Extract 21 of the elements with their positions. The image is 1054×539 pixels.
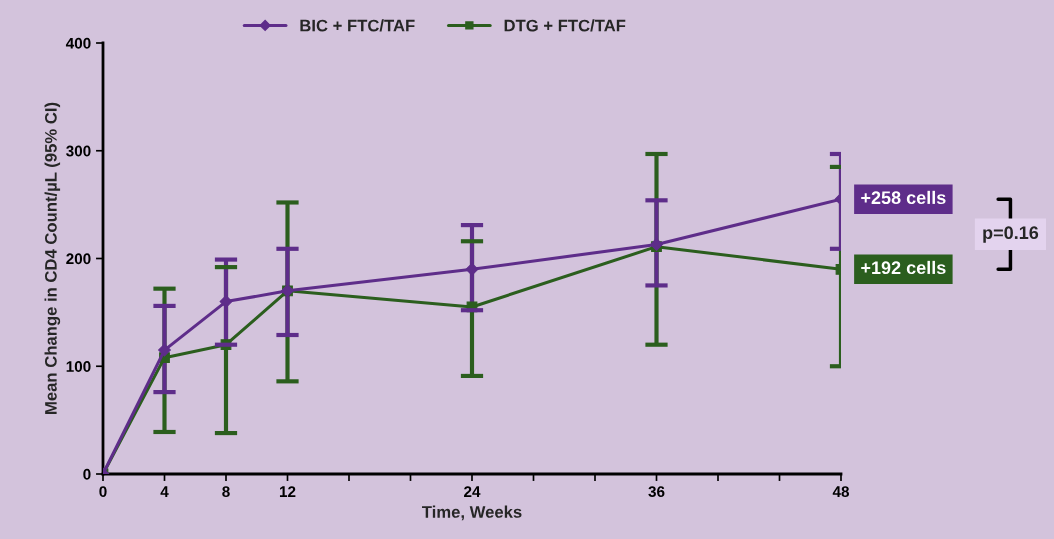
y-tick-label: 200	[66, 253, 91, 265]
x-tick-label: 8	[222, 486, 230, 498]
y-tick-label: 300	[66, 145, 91, 157]
x-tick-label: 12	[279, 486, 296, 497]
x-tick-label: 36	[648, 486, 665, 498]
legend-label: DTG + FTC/TAF	[504, 19, 626, 32]
legend-label: BIC + FTC/TAF	[300, 19, 415, 32]
y-tick-label: 0	[83, 468, 91, 480]
x-tick-label: 0	[99, 486, 107, 498]
x-tick-label: 24	[464, 486, 481, 497]
point	[158, 343, 171, 357]
y-axis-title: Mean Change in CD4 Count/µL (95% CI)	[44, 102, 61, 414]
x-tick-label: 4	[160, 486, 169, 497]
point	[465, 262, 479, 276]
text: p=0.16	[983, 226, 1039, 243]
y-tick-label: 400	[65, 37, 91, 49]
x-axis-title: Time, Weeks	[422, 505, 522, 521]
annotation: +192 cells	[861, 260, 946, 275]
annotation: +258 cells	[861, 190, 946, 205]
y-tick-label: 100	[66, 361, 91, 372]
x-tick-label: 48	[832, 486, 850, 498]
